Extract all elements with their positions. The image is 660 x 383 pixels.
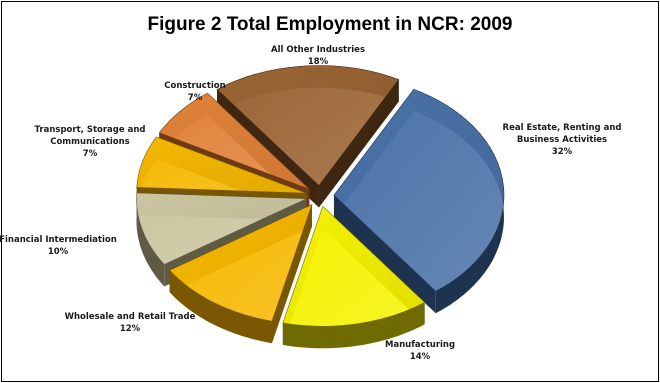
slice-percent-label: 18% <box>307 57 329 67</box>
pie-slice-transport <box>136 136 307 194</box>
slice-percent-label: 12% <box>119 324 141 334</box>
slice-label-real_estate: Real Estate, Renting and Business Activit… <box>503 122 622 158</box>
slice-label-line: Construction <box>164 81 226 91</box>
slice-label-transport: Transport, Storage and Communications 7% <box>35 124 146 160</box>
slice-radial-face-real_estate-1 <box>333 195 436 314</box>
slice-label-line: Wholesale and Retail Trade <box>64 312 196 322</box>
pie-slice-real_estate <box>333 88 505 292</box>
pie-slice-manufacturing <box>282 205 426 327</box>
slice-percent-label: 14% <box>409 352 431 362</box>
slice-label-line: Financial Intermediation <box>0 235 117 245</box>
slice-label-manufacturing: Manufacturing 14% <box>385 339 455 363</box>
slice-radial-face-other-1 <box>318 79 399 208</box>
slice-label-wholesale: Wholesale and Retail Trade 12% <box>65 311 196 335</box>
chart-title: Figure 2 Total Employment in NCR: 2009 <box>147 14 513 35</box>
slice-label-line: Real Estate, Renting and <box>502 123 622 133</box>
slice-percent-label: 7% <box>187 93 203 103</box>
slice-percent-label: 32% <box>551 147 573 157</box>
slice-label-line: Business Activities <box>516 135 608 145</box>
slice-label-line: All Other Industries <box>270 45 366 55</box>
pie-slice-wholesale <box>169 204 313 322</box>
slice-wall-wholesale <box>169 270 272 344</box>
pie-slice-other <box>216 65 400 186</box>
slice-label-line: Communications <box>50 137 130 147</box>
pie-tops <box>136 65 505 327</box>
slice-label-line: Manufacturing <box>384 340 456 350</box>
slice-percent-label: 10% <box>47 247 69 257</box>
slice-label-other: All Other Industries 18% <box>271 44 365 68</box>
slice-percent-label: 7% <box>82 149 98 159</box>
slice-radial-face-wholesale-0 <box>271 204 312 344</box>
pie-slice-construction <box>158 92 310 190</box>
slice-wall-financial <box>136 192 165 287</box>
pie-slice-financial <box>136 192 307 265</box>
slice-wall-manufacturing <box>282 302 425 349</box>
slice-label-financial: Financial Intermediation 10% <box>0 234 117 258</box>
slice-label-line: Transport, Storage and <box>34 125 146 135</box>
slice-label-construction: Construction 7% <box>164 80 225 104</box>
